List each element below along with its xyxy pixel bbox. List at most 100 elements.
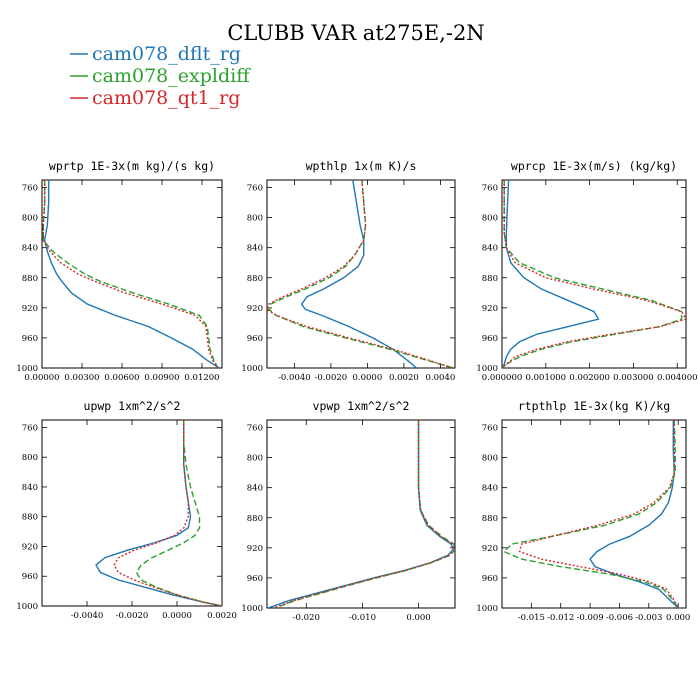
series-line-cam078_qt1_rg: [502, 180, 686, 368]
x-tick-label: -0.012: [547, 613, 574, 623]
x-tick-label: -0.0020: [116, 611, 149, 621]
y-tick-label: 1000: [476, 604, 498, 614]
x-tick-label: -0.010: [349, 613, 376, 623]
y-tick-label: 960: [482, 334, 498, 344]
y-tick-label: 760: [247, 424, 263, 434]
y-tick-label: 920: [482, 544, 498, 554]
y-tick-label: 920: [22, 542, 38, 552]
chart-panel-5: rtpthlp 1E-3x(kg K)/kg 760 800 840 880 920 960…: [476, 399, 690, 623]
series-line-cam078_qt1_rg: [113, 420, 222, 606]
x-tick-label: 0.0000: [162, 611, 192, 621]
x-tick-label: 0.003000: [613, 373, 654, 383]
series-line-cam078_dflt_rg: [95, 420, 222, 606]
x-tick-label: 0.0000: [353, 373, 383, 383]
series-line-cam078_expldiff: [135, 420, 222, 606]
series-line-cam078_qt1_rg: [267, 180, 454, 368]
y-tick-label: 800: [22, 214, 38, 224]
y-tick-label: 960: [247, 574, 263, 584]
y-tick-label: 920: [247, 544, 263, 554]
y-tick-label: 960: [482, 574, 498, 584]
y-tick-label: 760: [22, 423, 38, 433]
y-tick-label: 880: [482, 514, 498, 524]
y-tick-label: 840: [482, 244, 498, 254]
series-line-cam078_expldiff: [42, 180, 219, 368]
series-line-cam078_dflt_rg: [43, 180, 220, 368]
x-tick-label: -0.0040: [71, 611, 104, 621]
x-tick-label: 0.00000: [24, 373, 59, 383]
legend-label-1: cam078_expldiff: [92, 65, 251, 87]
x-tick-label: 0.0040: [426, 373, 456, 383]
y-tick-label: 840: [482, 484, 498, 494]
y-tick-label: 840: [247, 484, 263, 494]
x-tick-label: 0.002000: [569, 373, 610, 383]
y-tick-label: 1000: [241, 604, 263, 614]
y-tick-label: 960: [22, 334, 38, 344]
x-tick-label: 0.000000: [482, 373, 523, 383]
plot-frame: [41, 419, 223, 607]
chart-panel-0: wprtp 1E-3x(m kg)/(s kg) 760 800 840 880 920 9…: [16, 159, 223, 383]
series-line-cam078_dflt_rg: [300, 180, 418, 368]
panel-title: rtpthlp 1E-3x(kg K)/kg: [518, 399, 670, 413]
series-line-cam078_expldiff: [502, 180, 683, 368]
x-tick-label: -0.020: [293, 613, 320, 623]
y-tick-label: 1000: [16, 602, 38, 612]
x-tick-label: 0.0020: [207, 611, 237, 621]
y-tick-label: 800: [247, 214, 263, 224]
y-tick-label: 920: [22, 304, 38, 314]
y-tick-label: 880: [22, 274, 38, 284]
y-tick-label: 960: [247, 334, 263, 344]
series-line-cam078_dflt_rg: [502, 180, 600, 368]
y-tick-label: 1000: [241, 364, 263, 374]
series-line-cam078_qt1_rg: [518, 420, 679, 608]
plot-frame: [501, 419, 687, 609]
y-tick-label: 880: [247, 514, 263, 524]
y-tick-label: 800: [482, 454, 498, 464]
chart-panels: wprtp 1E-3x(m kg)/(s kg) 760 800 840 880 920 9…: [16, 159, 697, 623]
series-line-cam078_expldiff: [268, 180, 454, 368]
y-tick-label: 760: [482, 424, 498, 434]
legend: cam078_dflt_rgcam078_expldiffcam078_qt1_…: [70, 43, 251, 109]
y-tick-label: 920: [482, 304, 498, 314]
y-tick-label: 800: [22, 453, 38, 463]
plot-frame: [41, 179, 223, 369]
plot-frame: [266, 179, 456, 369]
x-tick-label: 0.004000: [657, 373, 698, 383]
chart-panel-2: wprcp 1E-3x(m/s) (kg/kg) 760 800 840 880 920 9…: [476, 159, 697, 383]
series-line-cam078_expldiff: [502, 420, 679, 608]
x-tick-label: 0.01200: [184, 373, 219, 383]
chart-panel-1: wpthlp 1x(m K)/s 760 800 840 880 920 960 1000 -0…: [241, 159, 456, 383]
figure-title: CLUBB VAR at275E,-2N: [227, 21, 484, 45]
plot-frame: [266, 419, 456, 609]
x-tick-label: 0.00300: [64, 373, 99, 383]
y-tick-label: 880: [22, 513, 38, 523]
series-line-cam078_qt1_rg: [273, 420, 455, 608]
series-line-cam078_expldiff: [275, 420, 455, 608]
series-line-cam078_dflt_rg: [589, 420, 679, 608]
y-tick-label: 800: [482, 214, 498, 224]
x-tick-label: 0.00900: [144, 373, 179, 383]
x-tick-label: 0.0020: [389, 373, 419, 383]
y-tick-label: 840: [22, 483, 38, 493]
panel-title: wprtp 1E-3x(m kg)/(s kg): [49, 159, 215, 173]
legend-label-2: cam078_qt1_rg: [92, 87, 240, 109]
x-tick-label: -0.006: [606, 613, 633, 623]
y-tick-label: 760: [22, 184, 38, 194]
y-tick-label: 840: [247, 244, 263, 254]
x-tick-label: 0.00600: [104, 373, 139, 383]
y-tick-label: 880: [247, 274, 263, 284]
panel-title: vpwp 1xm^2/s^2: [313, 399, 410, 413]
series-line-cam078_dflt_rg: [267, 420, 455, 608]
chart-panel-3: upwp 1xm^2/s^2 760 800 840 880 920 960 1000 -0.0…: [16, 399, 237, 621]
y-tick-label: 920: [247, 304, 263, 314]
y-tick-label: 760: [482, 184, 498, 194]
y-tick-label: 1000: [476, 364, 498, 374]
x-tick-label: -0.009: [576, 613, 603, 623]
y-tick-label: 760: [247, 184, 263, 194]
y-tick-label: 1000: [16, 364, 38, 374]
y-tick-label: 960: [22, 572, 38, 582]
series-line-cam078_qt1_rg: [42, 180, 219, 368]
panel-title: wpthlp 1x(m K)/s: [306, 159, 417, 173]
plot-frame: [501, 179, 687, 369]
x-tick-label: 0.000: [406, 613, 430, 623]
